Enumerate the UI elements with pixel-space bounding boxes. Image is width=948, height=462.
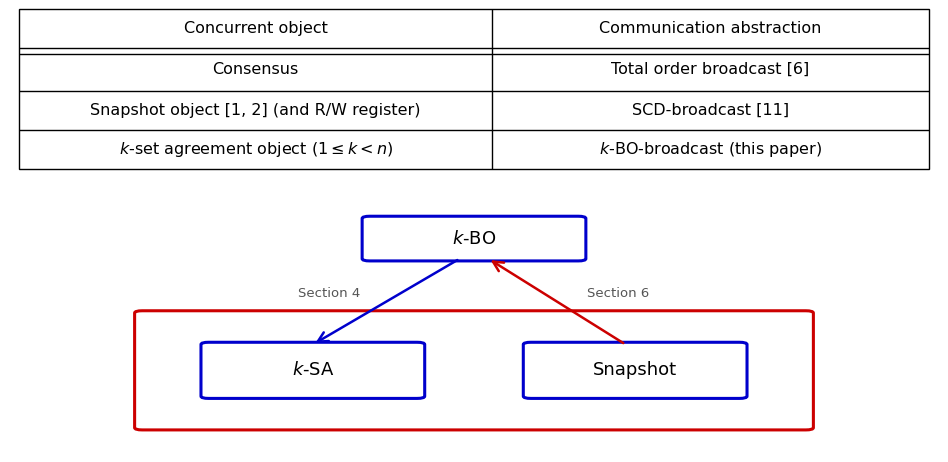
FancyBboxPatch shape bbox=[362, 216, 586, 261]
Text: Total order broadcast [6]: Total order broadcast [6] bbox=[611, 62, 810, 77]
Text: Section 4: Section 4 bbox=[299, 286, 360, 299]
FancyBboxPatch shape bbox=[523, 342, 747, 398]
Text: Snapshot object [1, 2] (and R/W register): Snapshot object [1, 2] (and R/W register… bbox=[90, 103, 421, 118]
Text: Communication abstraction: Communication abstraction bbox=[599, 21, 822, 36]
Text: SCD-broadcast [11]: SCD-broadcast [11] bbox=[632, 103, 789, 118]
Text: $k$-SA: $k$-SA bbox=[292, 361, 334, 379]
Text: $k$-set agreement object ($1 \leq k < n$): $k$-set agreement object ($1 \leq k < n$… bbox=[118, 140, 392, 159]
FancyBboxPatch shape bbox=[135, 311, 813, 430]
Text: $k$-BO-broadcast (this paper): $k$-BO-broadcast (this paper) bbox=[599, 140, 822, 159]
Text: $k$-BO: $k$-BO bbox=[452, 230, 496, 248]
FancyBboxPatch shape bbox=[201, 342, 425, 398]
Text: Snapshot: Snapshot bbox=[593, 361, 677, 379]
Text: Consensus: Consensus bbox=[212, 62, 299, 77]
Text: Concurrent object: Concurrent object bbox=[184, 21, 327, 36]
Text: Section 6: Section 6 bbox=[588, 286, 649, 299]
